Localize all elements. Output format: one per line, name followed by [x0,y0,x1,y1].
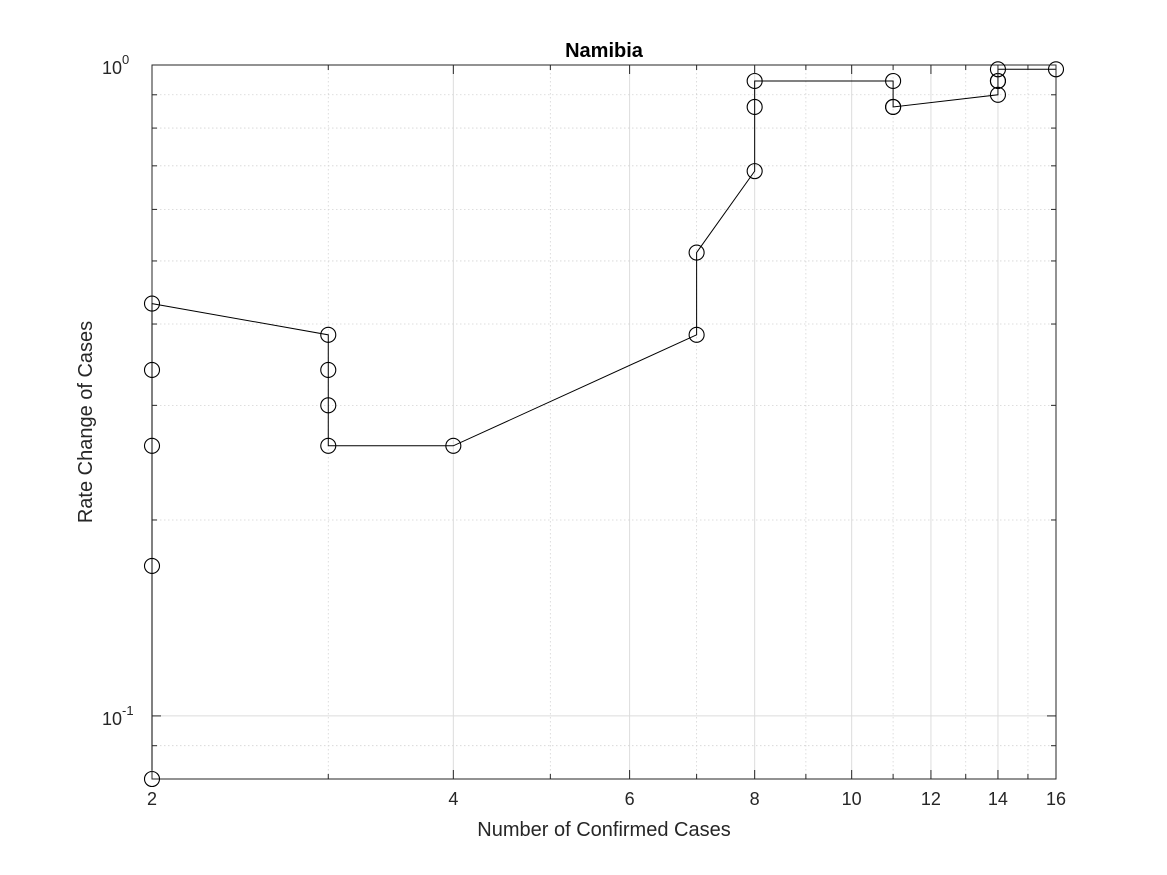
data-point [885,98,902,116]
data-point [746,98,763,116]
chart-title: Namibia [565,40,644,62]
x-tick-label: 6 [625,789,635,809]
y-tick-base: 10 [102,709,122,729]
data-point [688,326,705,343]
data-point [445,437,462,454]
data-point [688,244,705,261]
data-point [320,397,337,414]
x-tick-label: 12 [921,789,941,809]
x-tick-label: 8 [750,789,760,809]
grid [151,64,1057,780]
x-tick-label: 16 [1046,789,1066,809]
data-point [143,295,161,312]
data-point [746,163,763,180]
x-tick-label: 10 [842,789,862,809]
series-line [151,68,1056,779]
data-point [885,72,902,90]
x-tick-label: 2 [147,789,157,809]
data-point [143,361,161,379]
series-layer [143,61,1065,788]
data-point [320,361,337,379]
data-point [1047,61,1065,78]
y-tick-label: 10 -1 [102,703,134,729]
y-tick-base: 10 [102,58,122,78]
x-tick-label: 4 [448,789,458,809]
y-tick-exponent: -1 [122,703,134,718]
plot-area-frame [151,64,1057,780]
y-axis-label: Rate Change of Cases [75,321,97,523]
data-point [989,61,1006,78]
data-point [143,437,161,454]
x-tick-label: 14 [988,789,1008,809]
x-axis-label: Number of Confirmed Cases [477,819,730,841]
data-point [320,437,337,454]
data-point [989,86,1006,103]
data-point [143,557,161,574]
data-point [320,326,337,343]
y-tick-label: 10 0 [102,52,129,78]
y-tick-exponent: 0 [122,52,129,67]
